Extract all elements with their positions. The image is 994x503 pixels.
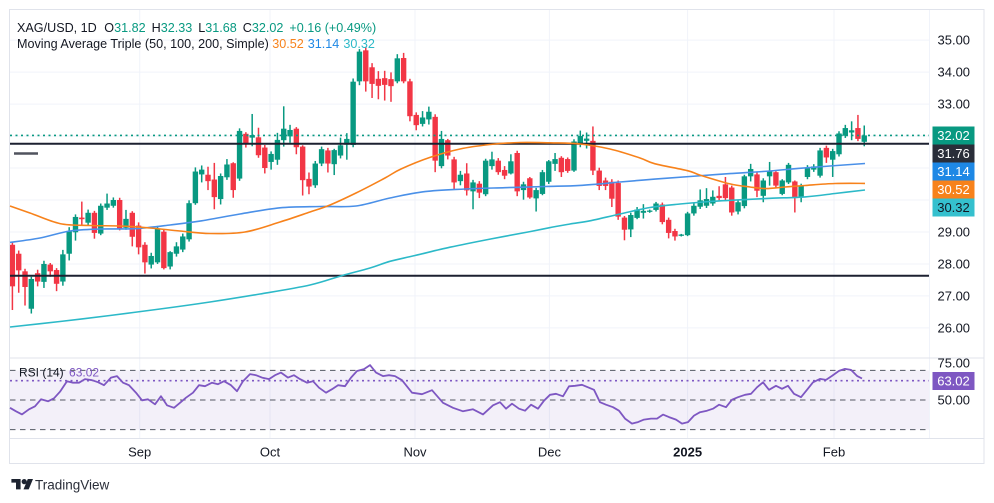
svg-text:50.00: 50.00 (938, 393, 971, 408)
svg-text:29.00: 29.00 (938, 225, 971, 240)
svg-text:RSI (14) 63.02: RSI (14) 63.02 (19, 366, 99, 380)
svg-text:34.00: 34.00 (938, 65, 971, 80)
svg-text:75.00: 75.00 (938, 356, 971, 371)
svg-text:32.02: 32.02 (937, 128, 970, 143)
svg-text:33.00: 33.00 (938, 97, 971, 112)
svg-text:Sep: Sep (128, 445, 151, 460)
svg-text:31.14: 31.14 (937, 164, 970, 179)
svg-text:Feb: Feb (823, 445, 845, 460)
svg-text:Moving Average Triple (50, 100: Moving Average Triple (50, 100, 200, Sim… (17, 37, 375, 51)
svg-text:31.76: 31.76 (937, 146, 970, 161)
svg-text:30.32: 30.32 (937, 200, 970, 215)
svg-text:63.02: 63.02 (937, 374, 970, 389)
svg-text:35.00: 35.00 (938, 33, 971, 48)
svg-text:Nov: Nov (403, 445, 427, 460)
svg-text:30.52: 30.52 (937, 182, 970, 197)
svg-text:TradingView: TradingView (35, 478, 110, 493)
svg-text:Oct: Oct (260, 445, 281, 460)
svg-text:27.00: 27.00 (938, 289, 971, 304)
svg-text:26.00: 26.00 (938, 321, 971, 336)
svg-text:28.00: 28.00 (938, 257, 971, 272)
svg-text:2025: 2025 (673, 445, 702, 460)
svg-text:Dec: Dec (538, 445, 562, 460)
